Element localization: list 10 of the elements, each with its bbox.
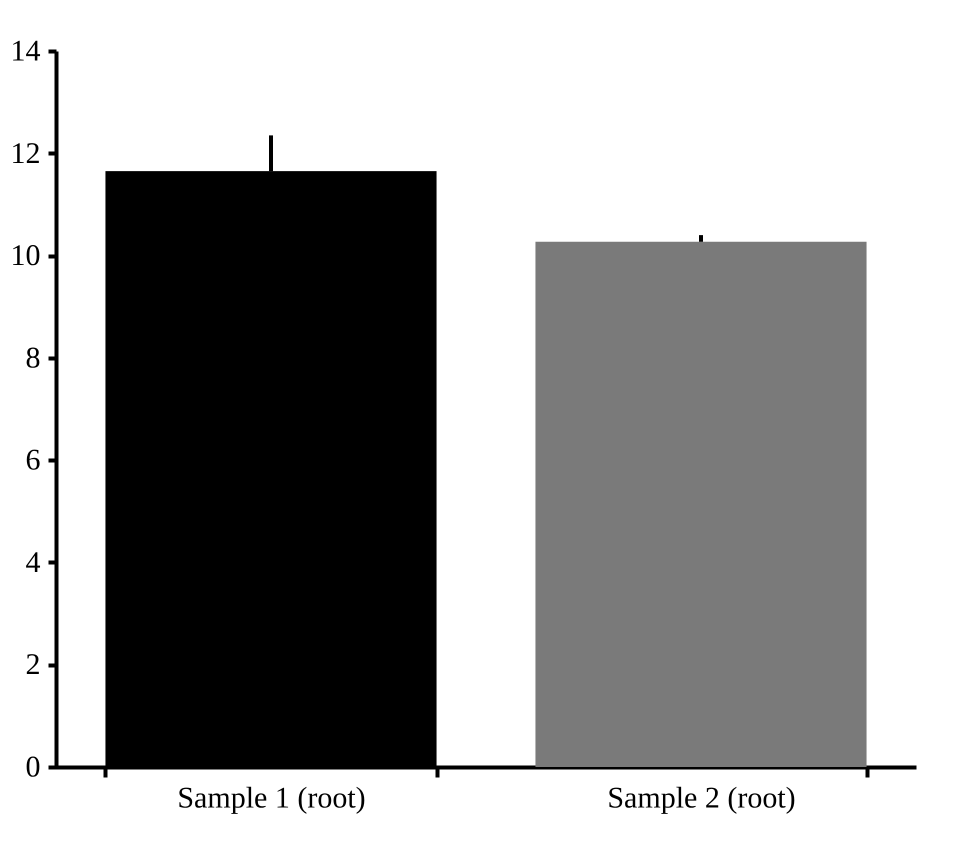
x-tick-label: Sample 2 (root) <box>607 782 796 814</box>
y-tick-label: 14 <box>10 34 40 68</box>
y-tick-label: 10 <box>10 239 40 272</box>
y-tick-label: 6 <box>26 444 40 477</box>
y-tick-label: 8 <box>26 341 40 374</box>
y-tick-label: 4 <box>26 546 40 579</box>
y-tick-label: 12 <box>10 136 40 170</box>
y-tick-label: 2 <box>26 648 40 682</box>
y-tick-label: 0 <box>26 750 40 784</box>
x-tick-label: Sample 1 (root) <box>177 782 366 814</box>
